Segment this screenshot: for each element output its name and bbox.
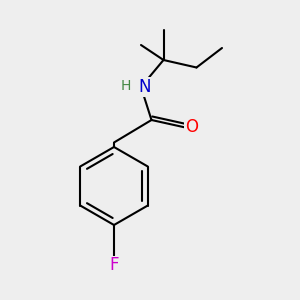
Text: N: N [138,78,151,96]
Text: O: O [185,118,198,136]
Text: F: F [109,256,119,274]
Text: H: H [120,79,130,92]
